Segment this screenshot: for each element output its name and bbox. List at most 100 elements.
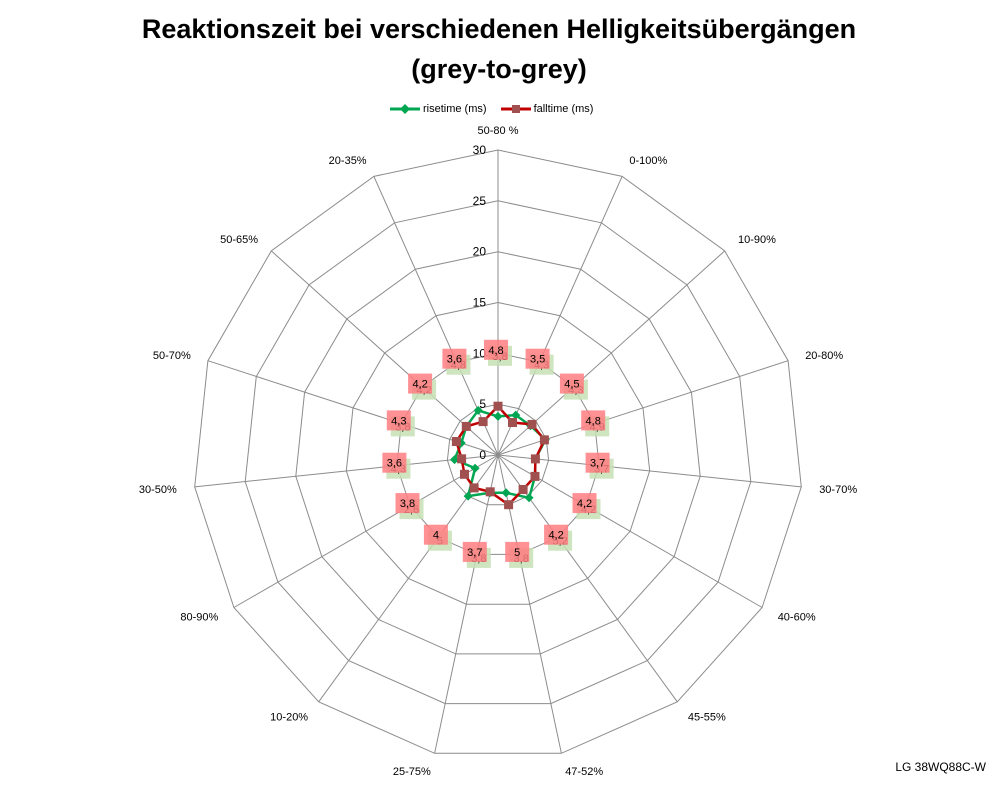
- category-label: 47-52%: [565, 766, 603, 778]
- data-label-falltime-bg: [559, 373, 584, 394]
- data-label-falltime-bg: [423, 524, 448, 545]
- category-label: 80-90%: [180, 612, 218, 624]
- data-label-falltime-bg: [572, 493, 597, 514]
- category-label: 30-70%: [819, 484, 857, 496]
- data-label-falltime-bg: [442, 348, 467, 369]
- data-label-falltime-bg: [544, 524, 569, 545]
- legend-item-falltime: falltime (ms): [500, 103, 594, 115]
- grid-ring-15: [345, 301, 651, 605]
- data-label-falltime: 5: [514, 547, 520, 559]
- chart-title: Reaktionszeit bei verschiedenen Helligke…: [141, 14, 857, 44]
- category-label: 40-60%: [778, 612, 816, 624]
- data-label-falltime-bg: [462, 541, 487, 562]
- category-label: 45-55%: [688, 711, 726, 723]
- data-label-falltime: 4,3: [391, 415, 406, 427]
- point-risetime: [450, 455, 460, 465]
- grid-ring-10: [396, 352, 600, 555]
- point-falltime: [457, 454, 467, 464]
- point-falltime: [508, 418, 517, 427]
- category-label: 20-80%: [805, 350, 843, 362]
- legend-marker-risetime: [390, 104, 420, 114]
- data-label-falltime: 4,2: [548, 530, 563, 542]
- category-label: 25-75%: [393, 766, 431, 778]
- point-falltime: [518, 485, 528, 494]
- data-label-falltime-bg: [386, 410, 411, 431]
- watermark: LG 38WQ88C-W: [895, 760, 986, 774]
- data-label-falltime: 4,8: [488, 345, 503, 357]
- r-tick-label: 25: [473, 194, 487, 208]
- data-label-falltime-bg: [581, 410, 606, 431]
- category-label: 0-100%: [629, 155, 667, 167]
- r-tick-label: 10: [473, 346, 487, 360]
- data-label-falltime-bg: [585, 452, 610, 473]
- r-tick-label: 20: [473, 245, 487, 259]
- point-falltime: [539, 435, 549, 445]
- data-label-falltime: 4,2: [412, 379, 427, 391]
- legend-label-risetime: risetime (ms): [423, 103, 487, 115]
- legend-label-falltime: falltime (ms): [533, 103, 594, 115]
- data-label-falltime: 3,7: [590, 458, 605, 470]
- data-label-falltime-bg: [408, 373, 433, 394]
- point-falltime: [469, 483, 479, 493]
- grid-spoke: [207, 360, 499, 456]
- data-label-falltime-bg: [395, 493, 420, 514]
- data-label-falltime: 3,6: [447, 354, 462, 366]
- data-label-falltime: 4,2: [577, 498, 592, 510]
- legend: risetime (ms) falltime (ms): [390, 101, 607, 117]
- point-falltime: [451, 437, 461, 446]
- category-label: 50-80 %: [478, 125, 519, 137]
- data-label-falltime: 4,8: [586, 415, 601, 427]
- grid-ring-20: [295, 251, 701, 655]
- legend-item-risetime: risetime (ms): [390, 103, 487, 115]
- category-label: 30-50%: [139, 484, 177, 496]
- grid-ring-25: [244, 200, 752, 705]
- data-label-falltime-bg: [382, 452, 407, 473]
- point-falltime: [530, 454, 540, 464]
- category-label: 10-90%: [738, 234, 776, 246]
- grid-spoke: [497, 454, 802, 488]
- category-label: 50-70%: [153, 350, 191, 362]
- point-risetime: [501, 488, 511, 498]
- point-risetime: [493, 411, 503, 421]
- grid-ring-30: [194, 149, 802, 754]
- category-label: 20-35%: [329, 155, 367, 167]
- category-label: 50-65%: [220, 234, 258, 246]
- category-label: 10-20%: [270, 711, 308, 723]
- r-tick-label: 15: [473, 296, 487, 310]
- data-label-falltime: 4: [433, 530, 439, 542]
- grid-spoke: [434, 454, 499, 754]
- point-falltime: [527, 419, 537, 429]
- data-label-falltime: 4,5: [564, 379, 579, 391]
- grid-ring-5: [446, 403, 550, 506]
- point-risetime: [511, 410, 521, 420]
- point-risetime: [470, 463, 480, 473]
- data-label-falltime: 3,8: [400, 498, 415, 510]
- grid-spoke: [270, 250, 499, 456]
- chart-subtitle: (grey-to-grey): [411, 54, 587, 84]
- point-falltime: [504, 500, 514, 510]
- legend-marker-falltime: [500, 105, 531, 113]
- grid-spoke: [194, 454, 499, 488]
- point-falltime: [461, 421, 471, 431]
- r-tick-label: 0: [479, 448, 486, 462]
- data-label-falltime: 3,5: [530, 354, 545, 366]
- grid-spoke: [497, 454, 763, 608]
- r-tick-label: 5: [479, 397, 486, 411]
- series-line-falltime: [455, 405, 546, 507]
- point-falltime: [478, 417, 488, 427]
- point-risetime: [463, 491, 473, 501]
- point-falltime: [530, 471, 540, 481]
- data-label-falltime: 3,6: [387, 458, 402, 470]
- data-label-falltime-bg: [484, 339, 508, 360]
- point-risetime: [524, 493, 534, 503]
- point-falltime: [485, 487, 495, 497]
- point-falltime: [493, 401, 503, 411]
- point-falltime: [460, 469, 469, 479]
- data-label-falltime-bg: [525, 348, 550, 369]
- r-tick-label: 30: [473, 143, 487, 157]
- grid-spoke: [233, 454, 499, 608]
- data-label-falltime-bg: [505, 541, 530, 562]
- point-risetime: [473, 405, 483, 415]
- grid-spoke: [497, 176, 623, 456]
